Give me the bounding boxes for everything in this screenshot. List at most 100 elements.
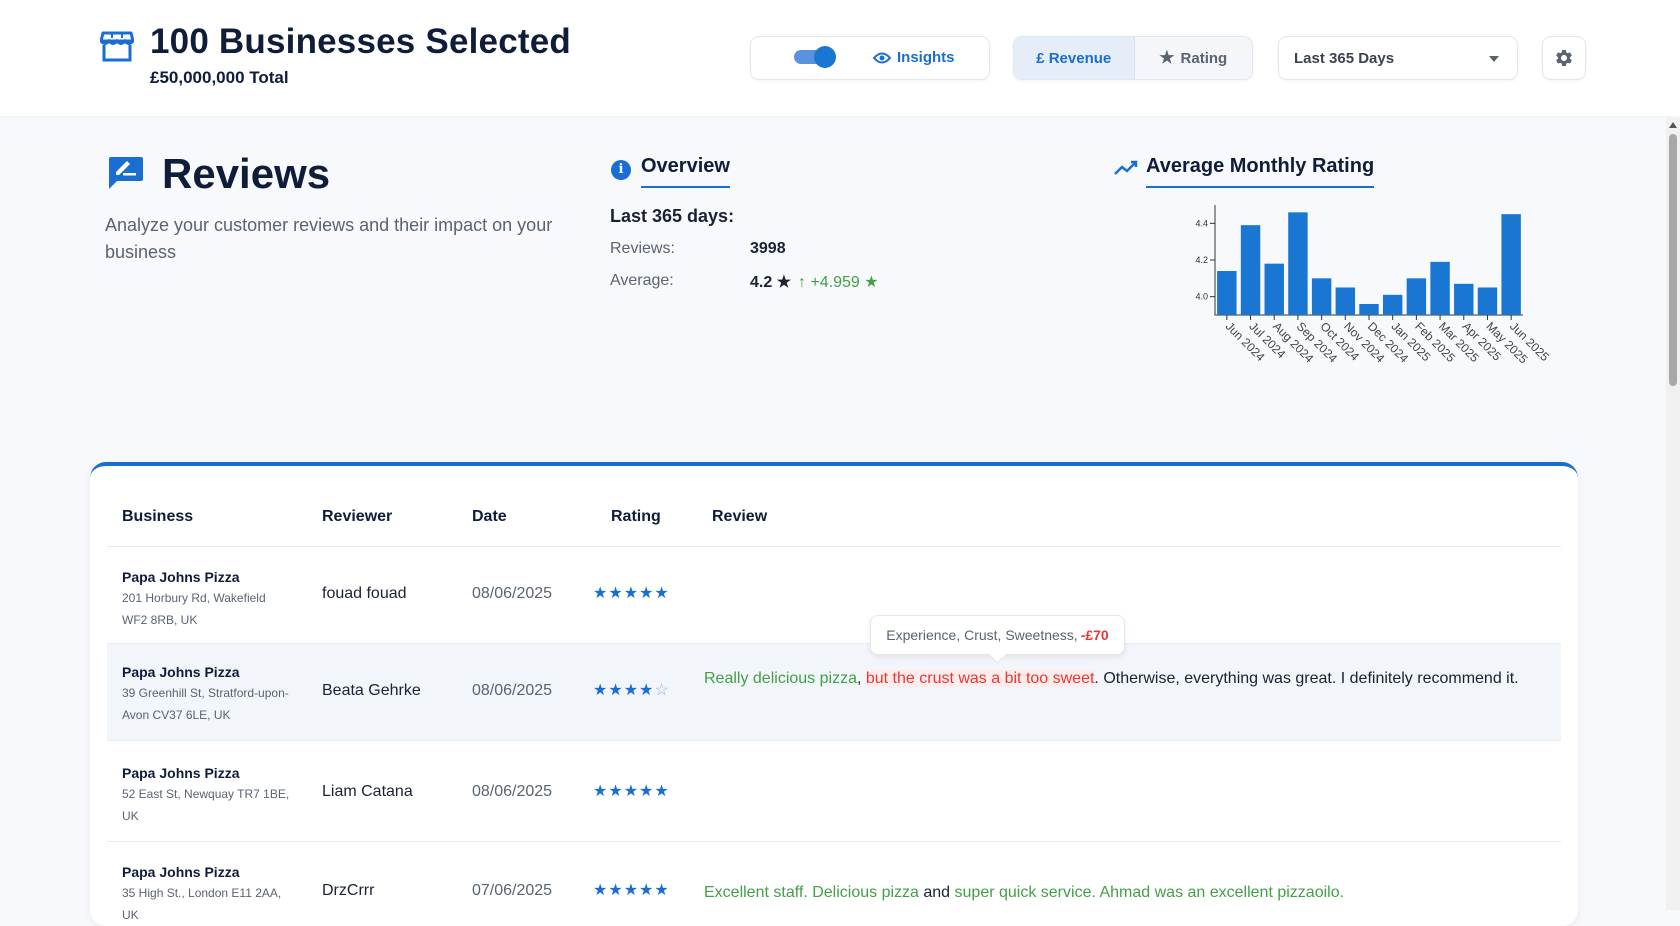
chart-bar[interactable] — [1335, 287, 1356, 316]
review-date: 08/06/2025 — [472, 682, 553, 699]
insights-control: Insights — [750, 36, 990, 80]
table-row[interactable]: Papa Johns Pizza 52 East St, Newquay TR7… — [107, 740, 1561, 842]
review-text: Really delicious pizza, but the crust wa… — [704, 666, 1534, 692]
review-positive-phrase[interactable]: Really delicious pizza — [704, 670, 857, 687]
chart-bar[interactable] — [1217, 271, 1237, 315]
business-address: 35 High St., London E11 2AA, UK — [122, 886, 282, 922]
chart-bar[interactable] — [1406, 278, 1427, 315]
header-business: Business — [122, 508, 194, 525]
average-trend: ↑ +4.959 ★ — [798, 274, 879, 291]
star-filled-icon: ★ — [623, 585, 640, 602]
average-value: 4.2 ★ — [750, 274, 792, 291]
reviewer-name: Liam Catana — [322, 783, 413, 800]
reviews-table-card: Business Reviewer Date Rating Review Pap… — [90, 462, 1578, 926]
review-neutral-phrase: , — [856, 670, 866, 687]
star-filled-icon: ★ — [639, 585, 655, 602]
chart-bar[interactable] — [1430, 261, 1450, 315]
store-icon — [100, 31, 134, 62]
review-neutral-phrase: and — [918, 884, 955, 901]
star-filled-icon: ★ — [593, 585, 609, 602]
scrollbar[interactable] — [1666, 118, 1680, 910]
review-negative-phrase[interactable]: but the crust was a bit too sweet — [865, 670, 1095, 687]
table-row[interactable]: Papa Johns Pizza 39 Greenhill St, Stratf… — [107, 643, 1561, 741]
star-rating: ★★★★★ — [593, 781, 670, 801]
rating-option[interactable]: ★ Rating — [1135, 37, 1253, 79]
reviewer-name: DrzCrrr — [322, 882, 375, 899]
star-filled-icon: ★ — [608, 882, 624, 899]
reviews-count-label: Reviews: — [610, 240, 675, 257]
reviewer-name: Beata Gehrke — [322, 682, 421, 699]
header-reviewer: Reviewer — [322, 508, 393, 525]
settings-button[interactable] — [1542, 36, 1586, 80]
total-subtitle: £50,000,000 Total — [150, 68, 289, 87]
chart-bar[interactable] — [1501, 214, 1521, 315]
star-filled-icon: ★ — [593, 783, 609, 800]
chart-title: Average Monthly Rating — [1146, 155, 1375, 188]
star-filled-icon: ★ — [623, 783, 640, 800]
metric-toggle: £ Revenue ★ Rating — [1013, 36, 1253, 80]
business-name: Papa Johns Pizza — [122, 765, 240, 781]
chart-axes — [1214, 205, 1523, 316]
star-filled-icon: ★ — [623, 682, 640, 699]
insights-button[interactable]: Insights — [873, 49, 955, 66]
chart-bar[interactable] — [1311, 278, 1332, 315]
business-address: 39 Greenhill St, Stratford-upon-Avon CV3… — [122, 686, 289, 722]
sentiment-tooltip: Experience, Crust, Sweetness, -£70 — [870, 615, 1125, 664]
average-label: Average: — [610, 272, 674, 289]
star-filled-icon: ★ — [593, 882, 609, 899]
revenue-option[interactable]: £ Revenue — [1014, 37, 1135, 79]
reviews-title: Reviews — [162, 150, 331, 197]
table-row[interactable]: Papa Johns Pizza 35 High St., London E11… — [107, 841, 1561, 926]
business-address: 201 Horbury Rd, Wakefield WF2 8RB, UK — [122, 591, 266, 627]
table-row[interactable]: Papa Johns Pizza 201 Horbury Rd, Wakefie… — [107, 546, 1561, 644]
review-positive-phrase[interactable]: super quick service. Ahmad was an excell… — [954, 884, 1345, 901]
chevron-down-icon — [1489, 56, 1499, 62]
chart-bar[interactable] — [1382, 294, 1403, 315]
y-tick-label: 4.0 — [1195, 292, 1208, 302]
business-name: Papa Johns Pizza — [122, 569, 240, 585]
rating-option-label: Rating — [1180, 49, 1228, 67]
header-review: Review — [712, 508, 768, 525]
period-select[interactable]: Last 365 Days — [1278, 36, 1518, 80]
star-rating: ★★★★☆ — [593, 680, 670, 700]
review-date: 07/06/2025 — [472, 882, 553, 899]
reviews-description: Analyze your customer reviews and their … — [105, 215, 553, 262]
review-positive-phrase[interactable]: Excellent staff. Delicious pizza — [704, 884, 919, 901]
insights-toggle[interactable] — [794, 46, 836, 68]
review-date: 08/06/2025 — [472, 585, 553, 602]
star-filled-icon: ★ — [593, 682, 609, 699]
chart-bar[interactable] — [1454, 283, 1474, 315]
reviews-count-value: 3998 — [750, 240, 786, 257]
review-text: Excellent staff. Delicious pizza and sup… — [704, 880, 1534, 906]
eye-icon — [873, 52, 891, 63]
star-empty-icon: ☆ — [654, 682, 670, 699]
scrollbar-thumb[interactable] — [1669, 134, 1677, 386]
star-filled-icon: ★ — [654, 783, 670, 800]
star-rating: ★★★★★ — [593, 880, 670, 900]
scroll-up-arrow[interactable] — [1669, 122, 1677, 128]
review-date: 08/06/2025 — [472, 783, 553, 800]
star-filled-icon: ★ — [654, 882, 670, 899]
chart-bar[interactable] — [1288, 212, 1308, 315]
overview-title: Overview — [641, 155, 730, 188]
business-name: Papa Johns Pizza — [122, 864, 240, 880]
star-filled-icon: ★ — [608, 682, 624, 699]
insights-label: Insights — [897, 49, 955, 66]
overview-period: Last 365 days: — [610, 206, 735, 226]
header-date: Date — [472, 508, 507, 525]
business-address: 52 East St, Newquay TR7 1BE, UK — [122, 787, 290, 823]
star-filled-icon: ★ — [623, 882, 640, 899]
star-filled-icon: ★ — [639, 682, 655, 699]
page-title: 100 Businesses Selected — [150, 22, 571, 61]
chart-bar[interactable] — [1264, 263, 1284, 315]
business-name: Papa Johns Pizza — [122, 664, 240, 680]
chart-bar[interactable] — [1359, 304, 1379, 315]
chart-bar[interactable] — [1477, 287, 1498, 316]
header-rating: Rating — [611, 508, 661, 525]
star-filled-icon: ★ — [608, 783, 624, 800]
tooltip-impact: -£70 — [1080, 627, 1109, 643]
toggle-knob — [814, 46, 836, 68]
period-select-value: Last 365 Days — [1294, 50, 1395, 67]
chart-bar[interactable] — [1240, 225, 1261, 315]
